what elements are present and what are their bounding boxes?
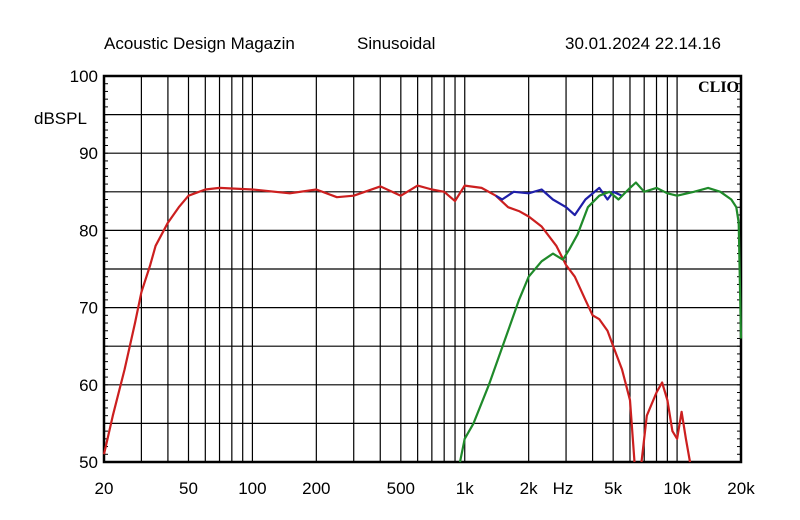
tick-labels: 50 60 70 80 90 100 20 50 100 200 500 1k 2k 5k 10k 20k bbox=[70, 67, 756, 498]
series-line-sum bbox=[495, 186, 623, 217]
header-mode: Sinusoidal bbox=[357, 34, 436, 53]
series-line-woofer-breakup bbox=[640, 381, 692, 463]
grid bbox=[102, 74, 743, 464]
header-datetime: 30.01.2024 22.14.16 bbox=[565, 34, 721, 53]
series-group bbox=[102, 181, 743, 463]
header-title: Acoustic Design Magazin bbox=[104, 34, 295, 53]
y-tick-label: 80 bbox=[79, 221, 98, 240]
x-tick-label: 20k bbox=[727, 479, 755, 498]
series-line-woofer bbox=[102, 184, 636, 463]
x-tick-label: 200 bbox=[302, 479, 330, 498]
clio-logo: CLIO bbox=[698, 79, 739, 96]
series-line-tweeter bbox=[458, 181, 743, 463]
x-tick-label: 500 bbox=[387, 479, 415, 498]
y-tick-label: 50 bbox=[79, 453, 98, 472]
x-tick-label: 5k bbox=[604, 479, 622, 498]
x-axis-label: Hz bbox=[553, 479, 574, 498]
y-tick-label: 70 bbox=[79, 299, 98, 318]
x-tick-label: 10k bbox=[663, 479, 691, 498]
y-tick-label: 90 bbox=[79, 144, 98, 163]
x-tick-label: 1k bbox=[456, 479, 474, 498]
x-tick-label: 50 bbox=[179, 479, 198, 498]
x-tick-label: 20 bbox=[95, 479, 114, 498]
x-tick-label: 100 bbox=[238, 479, 266, 498]
x-tick-label: 2k bbox=[520, 479, 538, 498]
y-axis-label: dBSPL bbox=[34, 109, 87, 128]
y-tick-label: 100 bbox=[70, 67, 98, 86]
y-tick-label: 60 bbox=[79, 376, 98, 395]
